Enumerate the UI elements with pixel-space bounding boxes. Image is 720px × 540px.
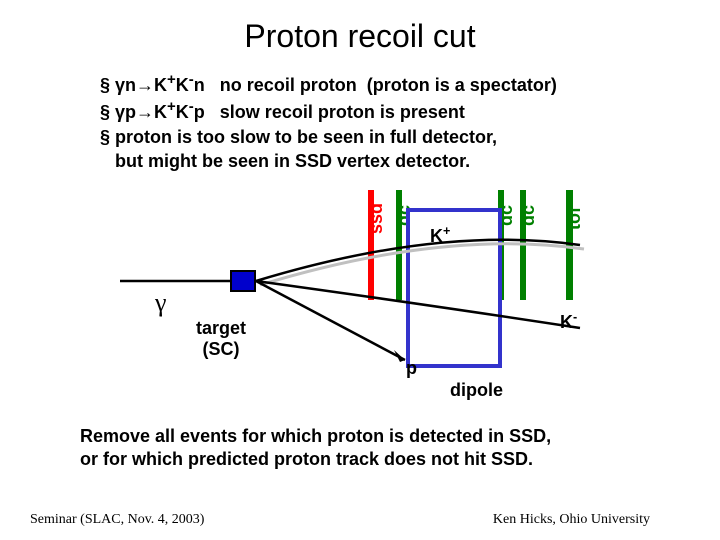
kminus-label: K- (560, 310, 577, 333)
tracks-svg (60, 190, 660, 400)
bullet-2: § γp→K+K-p slow recoil proton is present (100, 97, 660, 124)
bullet-1-text: no recoil proton (proton is a spectator) (205, 75, 557, 95)
footer-left: Seminar (SLAC, Nov. 4, 2003) (30, 512, 204, 528)
bottom-text: Remove all events for which proton is de… (80, 425, 660, 472)
target-box (230, 270, 256, 292)
bullet-2-text: slow recoil proton is present (205, 102, 465, 122)
dipole-label: dipole (450, 380, 503, 401)
kplus-label: K+ (430, 224, 450, 247)
target-label: target(SC) (196, 318, 246, 359)
kplus-track (256, 240, 580, 281)
bullet-1: § γn→K+K-n no recoil proton (proton is a… (100, 70, 660, 97)
bullet-3: § proton is too slow to be seen in full … (100, 125, 660, 149)
bullet-list: § γn→K+K-n no recoil proton (proton is a… (100, 70, 660, 173)
bottom-line-2: or for which predicted proton track does… (80, 448, 660, 471)
proton-label: p (406, 358, 417, 379)
footer-right: Ken Hicks, Ohio University (493, 512, 650, 528)
bullet-4: but might be seen in SSD vertex detector… (100, 149, 660, 173)
kminus-track (256, 281, 580, 328)
reaction-2: γp→K+K-p (115, 102, 205, 122)
proton-track (256, 281, 405, 360)
page-title: Proton recoil cut (0, 0, 720, 55)
kplus-shadow (260, 244, 584, 285)
bullet-marker: § (100, 102, 115, 122)
detector-diagram: ssd dc dc dc tof γ target(SC) K+ K- p (60, 190, 660, 400)
gamma-symbol: γ (155, 288, 167, 318)
bullet-marker: § (100, 75, 115, 95)
bottom-line-1: Remove all events for which proton is de… (80, 425, 660, 448)
reaction-1: γn→K+K-n (115, 75, 205, 95)
